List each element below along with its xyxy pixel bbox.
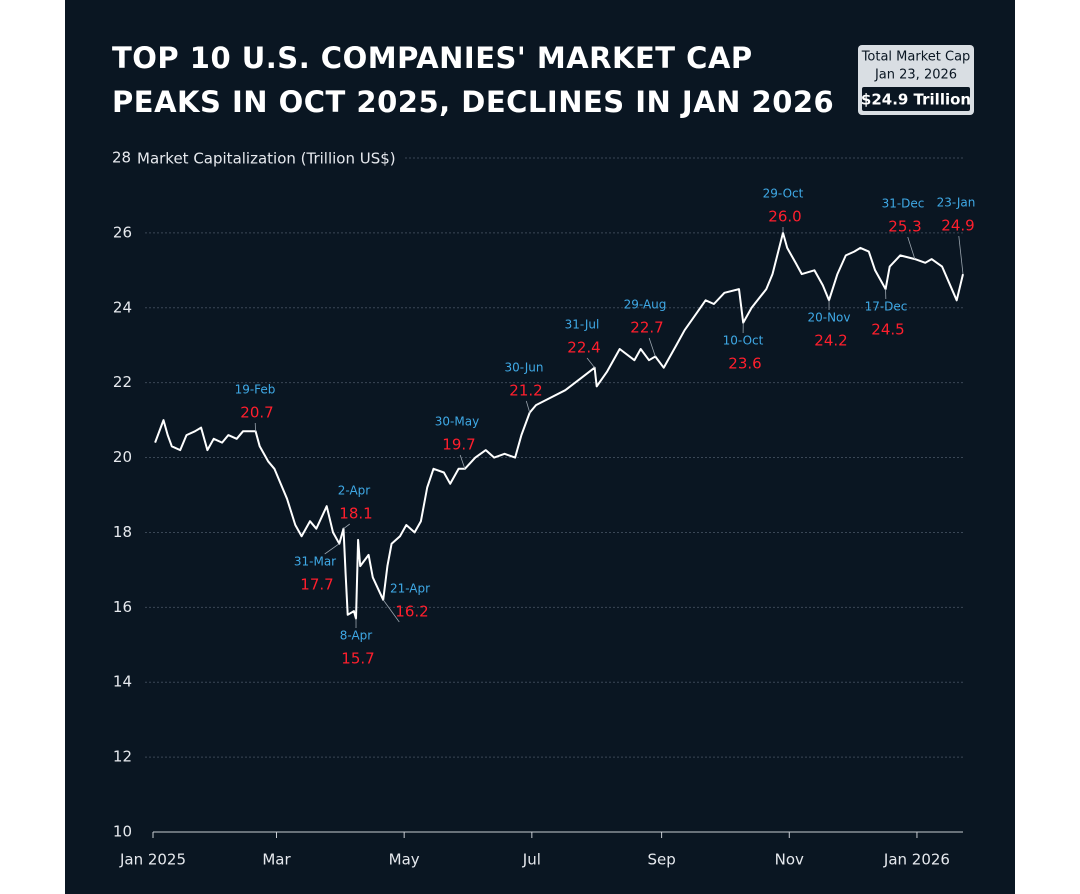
badge-date: Jan 23, 2026 bbox=[874, 68, 957, 83]
y-tick-label: 10 bbox=[113, 823, 132, 841]
x-tick-label: Mar bbox=[262, 851, 291, 869]
annotation-value: 18.1 bbox=[339, 505, 372, 523]
annotation-date: 19-Feb bbox=[235, 383, 276, 397]
y-tick-label: 26 bbox=[113, 223, 132, 241]
annotation-date: 31-Jul bbox=[565, 318, 600, 332]
annotation-value: 20.7 bbox=[240, 404, 273, 422]
annotation-value: 17.7 bbox=[300, 576, 333, 594]
x-tick-label: Nov bbox=[775, 851, 804, 869]
annotation-value: 26.0 bbox=[768, 208, 801, 226]
annotation-leader bbox=[958, 235, 964, 275]
annotation-value: 21.2 bbox=[509, 382, 542, 400]
annotation-date: 2-Apr bbox=[338, 484, 371, 498]
x-tick-label: Jan 2026 bbox=[883, 851, 950, 869]
annotation-date: 30-May bbox=[435, 415, 479, 429]
badge-title: Total Market Cap bbox=[861, 50, 971, 65]
x-tick-label: May bbox=[389, 851, 420, 869]
annotation-value: 25.3 bbox=[888, 218, 921, 236]
annotation-value: 22.4 bbox=[567, 339, 600, 357]
market-cap-line bbox=[154, 231, 964, 620]
annotation-date: 29-Oct bbox=[763, 187, 804, 201]
annotation-leader bbox=[648, 337, 656, 357]
annotation-value: 19.7 bbox=[442, 436, 475, 454]
badge-value: $24.9 Trillion bbox=[861, 91, 971, 109]
x-tick-label: Jan 2025 bbox=[119, 851, 186, 869]
annotation-date: 29-Aug bbox=[624, 298, 667, 312]
y-tick-label: 24 bbox=[113, 298, 132, 316]
annotation-date: 20-Nov bbox=[807, 311, 850, 325]
y-tick-label: 28 bbox=[112, 149, 131, 167]
annotation-leader bbox=[382, 599, 400, 623]
annotation-leader bbox=[586, 357, 595, 368]
annotation-value: 24.2 bbox=[814, 332, 847, 350]
annotation-value: 24.9 bbox=[941, 217, 974, 235]
y-tick-label: 12 bbox=[113, 748, 132, 766]
annotation-date: 30-Jun bbox=[504, 361, 543, 375]
y-tick-label: 22 bbox=[113, 373, 132, 391]
annotation-value: 16.2 bbox=[395, 603, 428, 621]
title-line-1: TOP 10 U.S. COMPANIES' MARKET CAP bbox=[112, 41, 753, 75]
x-tick-label: Jul bbox=[522, 851, 541, 869]
annotation-date: 10-Oct bbox=[723, 334, 764, 348]
annotation-leader bbox=[459, 454, 466, 469]
annotation-date: 31-Dec bbox=[882, 197, 925, 211]
y-tick-label: 16 bbox=[113, 598, 132, 616]
title-line-2: PEAKS IN OCT 2025, DECLINES IN JAN 2026 bbox=[112, 85, 834, 119]
x-tick-label: Sep bbox=[647, 851, 675, 869]
badge-value-bg bbox=[862, 87, 970, 111]
panel bbox=[65, 0, 1015, 894]
annotation-date: 23-Jan bbox=[937, 196, 976, 210]
annotation-value: 24.5 bbox=[871, 321, 904, 339]
annotation-value: 23.6 bbox=[728, 355, 761, 373]
annotation-leader bbox=[907, 236, 916, 260]
annotation-date: 17-Dec bbox=[865, 300, 908, 314]
annotation-leader bbox=[324, 543, 340, 555]
annotation-date: 31-Mar bbox=[294, 555, 336, 569]
y-tick-label: 14 bbox=[113, 673, 132, 691]
y-tick-label: 20 bbox=[113, 448, 132, 466]
annotation-value: 15.7 bbox=[341, 650, 374, 668]
y-axis-label: Market Capitalization (Trillion US$) bbox=[137, 150, 396, 168]
annotation-value: 22.7 bbox=[630, 319, 663, 337]
annotation-leader bbox=[525, 400, 531, 413]
badge: Total Market Cap Jan 23, 2026 $24.9 Tril… bbox=[858, 45, 974, 115]
y-tick-label: 18 bbox=[113, 523, 132, 541]
annotation-date: 21-Apr bbox=[390, 582, 430, 596]
annotation-leader bbox=[343, 523, 351, 530]
annotation-date: 8-Apr bbox=[340, 629, 373, 643]
